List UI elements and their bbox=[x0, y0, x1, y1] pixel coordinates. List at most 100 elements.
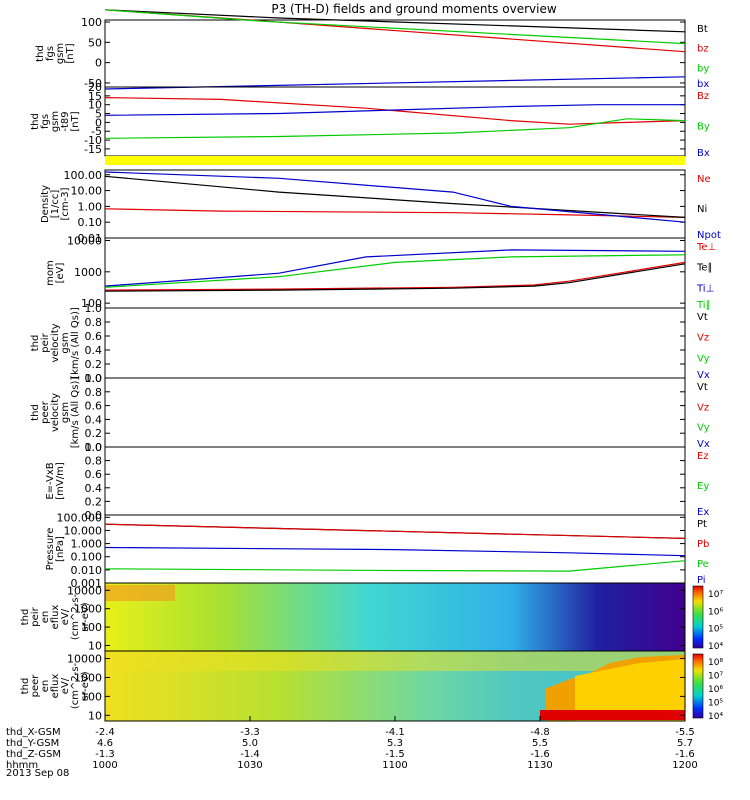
y-tick-label: 0.4 bbox=[85, 344, 103, 357]
panel-3: 100.00 10.00 1.00 0.10 0.01 Density [1/cc] [cm-… bbox=[40, 169, 721, 245]
y-tick-label: 15 bbox=[88, 90, 102, 103]
y-tick-label: 0.2 bbox=[85, 427, 103, 440]
y-tick-label: 0.0 bbox=[85, 372, 103, 385]
y-tick-label: 100.00 bbox=[64, 169, 103, 182]
legend-Vt: Vt bbox=[697, 382, 708, 393]
y-axis-label-line: en bbox=[40, 680, 51, 693]
y-axis-label-line: eflux bbox=[50, 674, 61, 699]
footer-value: 1030 bbox=[237, 760, 262, 771]
y-axis-label-line: gsm bbox=[60, 332, 71, 353]
legend-Ey: Ey bbox=[697, 481, 709, 492]
footer-value: -1.3 bbox=[95, 749, 115, 760]
status-bar bbox=[105, 156, 685, 165]
legend-Ne: Ne bbox=[697, 174, 711, 185]
series-line-By bbox=[104, 118, 686, 139]
panel-frame bbox=[104, 237, 686, 309]
y-tick-label: 10000 bbox=[67, 234, 102, 247]
series-line-Pi bbox=[104, 546, 686, 557]
y-tick-label: 10000 bbox=[67, 584, 102, 597]
y-axis-label-line: peer bbox=[30, 674, 41, 698]
y-tick-label: 0.8 bbox=[85, 455, 103, 468]
y-tick-label: 0.100 bbox=[71, 551, 103, 564]
series-line-Te∥ bbox=[104, 263, 686, 292]
y-tick-label: 100 bbox=[81, 621, 102, 634]
y-axis-label-line: [1/cc] bbox=[50, 190, 61, 219]
y-axis-label-line: [km/s (All Qs)] bbox=[70, 307, 81, 379]
y-tick-label: 10 bbox=[88, 99, 102, 112]
y-tick-label: 0 bbox=[95, 116, 102, 129]
y-axis-label-line: gsm bbox=[60, 402, 71, 423]
series-line-Bz bbox=[104, 97, 686, 125]
legend-Bx: Bx bbox=[697, 148, 710, 159]
y-tick-label: 1.0 bbox=[85, 372, 103, 385]
legend-Vy: Vy bbox=[697, 423, 710, 434]
legend-Ni: Ni bbox=[697, 204, 707, 215]
footer-label: thd_Y-GSM bbox=[6, 738, 59, 749]
y-tick-label: 100.000 bbox=[57, 511, 103, 524]
panel-10: 10⁸ 10⁷ 10⁶ 10⁵ 10⁴ 10000 1000 100 10 thd peer en ef… bbox=[20, 650, 723, 722]
spectrogram-band bbox=[105, 651, 685, 671]
y-axis-label-line: Pressure bbox=[45, 528, 56, 571]
y-axis-label-line: [km/s (All Qs)] bbox=[70, 377, 81, 449]
footer-value: 5.7 bbox=[677, 738, 693, 749]
y-tick-label: 20 bbox=[88, 81, 102, 94]
legend-Npot: Npot bbox=[697, 230, 721, 241]
y-axis-label-line: [cm-3] bbox=[60, 187, 71, 220]
y-tick-label: -5 bbox=[91, 125, 102, 138]
panel-frame bbox=[104, 86, 686, 157]
series-line-Ne bbox=[104, 208, 686, 218]
y-axis-label-line: [mV/m] bbox=[55, 462, 66, 500]
footer-value: 5.5 bbox=[532, 738, 548, 749]
y-axis-label-line: Density bbox=[40, 185, 51, 223]
legend-Vx: Vx bbox=[697, 370, 710, 381]
footer-value: -4.1 bbox=[385, 727, 405, 738]
y-tick-label: -10 bbox=[84, 134, 102, 147]
y-axis-label-line: sr-eV) bbox=[80, 602, 91, 631]
legend-Te⊥: Te⊥ bbox=[696, 242, 716, 253]
y-axis-label-line: fgs bbox=[40, 114, 51, 129]
y-axis-label-line: peir bbox=[30, 606, 41, 626]
y-tick-label: 100 bbox=[81, 690, 102, 703]
y-tick-label: 1.0 bbox=[85, 441, 103, 454]
spectrogram-low-energy bbox=[540, 710, 685, 720]
y-axis-label-line: eV/ bbox=[60, 677, 71, 694]
colorbar-tick-label: 10⁷ bbox=[708, 672, 723, 682]
colorbar-scale bbox=[692, 585, 704, 649]
legend-Pi: Pi bbox=[697, 575, 706, 586]
footer-value: -3.3 bbox=[240, 727, 260, 738]
y-axis-label-line: (cm^2-s- bbox=[70, 662, 81, 709]
y-axis-label-line: thd bbox=[30, 335, 41, 352]
y-tick-label: 0.8 bbox=[85, 316, 103, 329]
y-axis-label-line: -t89 bbox=[60, 111, 71, 131]
legend-By: By bbox=[697, 122, 710, 133]
footer-value: 5.3 bbox=[387, 738, 403, 749]
y-axis-label-line: E=-VxB bbox=[45, 462, 56, 499]
panel-9: 10⁷ 10⁶ 10⁵ 10⁴ 10000 1000 100 10 thd peir en eflux… bbox=[20, 582, 723, 652]
legend-Bt: Bt bbox=[697, 24, 708, 35]
y-axis-label-line: [nPa] bbox=[55, 536, 66, 562]
colorbar-tick-label: 10⁵ bbox=[708, 625, 723, 635]
series-line-Ti⊥ bbox=[104, 249, 686, 287]
y-tick-label: 0.2 bbox=[85, 358, 103, 371]
colorbar-tick-label: 10⁸ bbox=[708, 658, 723, 668]
legend-Vy: Vy bbox=[697, 353, 710, 364]
y-tick-label: 1.00 bbox=[78, 200, 103, 213]
footer-value: 1200 bbox=[672, 760, 697, 771]
colorbar-tick-label: 10⁴ bbox=[708, 642, 723, 652]
colorbar-scale bbox=[692, 653, 704, 719]
panel-frame bbox=[104, 446, 686, 516]
spectrogram-core bbox=[575, 659, 685, 721]
legend-Pb: Pb bbox=[697, 539, 709, 550]
figure-title: P3 (TH-D) fields and ground moments over… bbox=[271, 2, 556, 16]
legend-Te∥: Te∥ bbox=[696, 263, 713, 274]
footer-label: thd_X-GSM bbox=[6, 727, 61, 738]
footer-value: -2.4 bbox=[95, 727, 115, 738]
footer-value: 1000 bbox=[92, 760, 117, 771]
y-axis-label-line: peir bbox=[40, 332, 51, 352]
legend-Vx: Vx bbox=[697, 439, 710, 450]
panel-4: 10000 1000 100 mom [eV] Te⊥ Te∥ Ti⊥ Ti∥ bbox=[45, 234, 716, 311]
colorbar-tick-label: 10⁵ bbox=[708, 699, 723, 709]
